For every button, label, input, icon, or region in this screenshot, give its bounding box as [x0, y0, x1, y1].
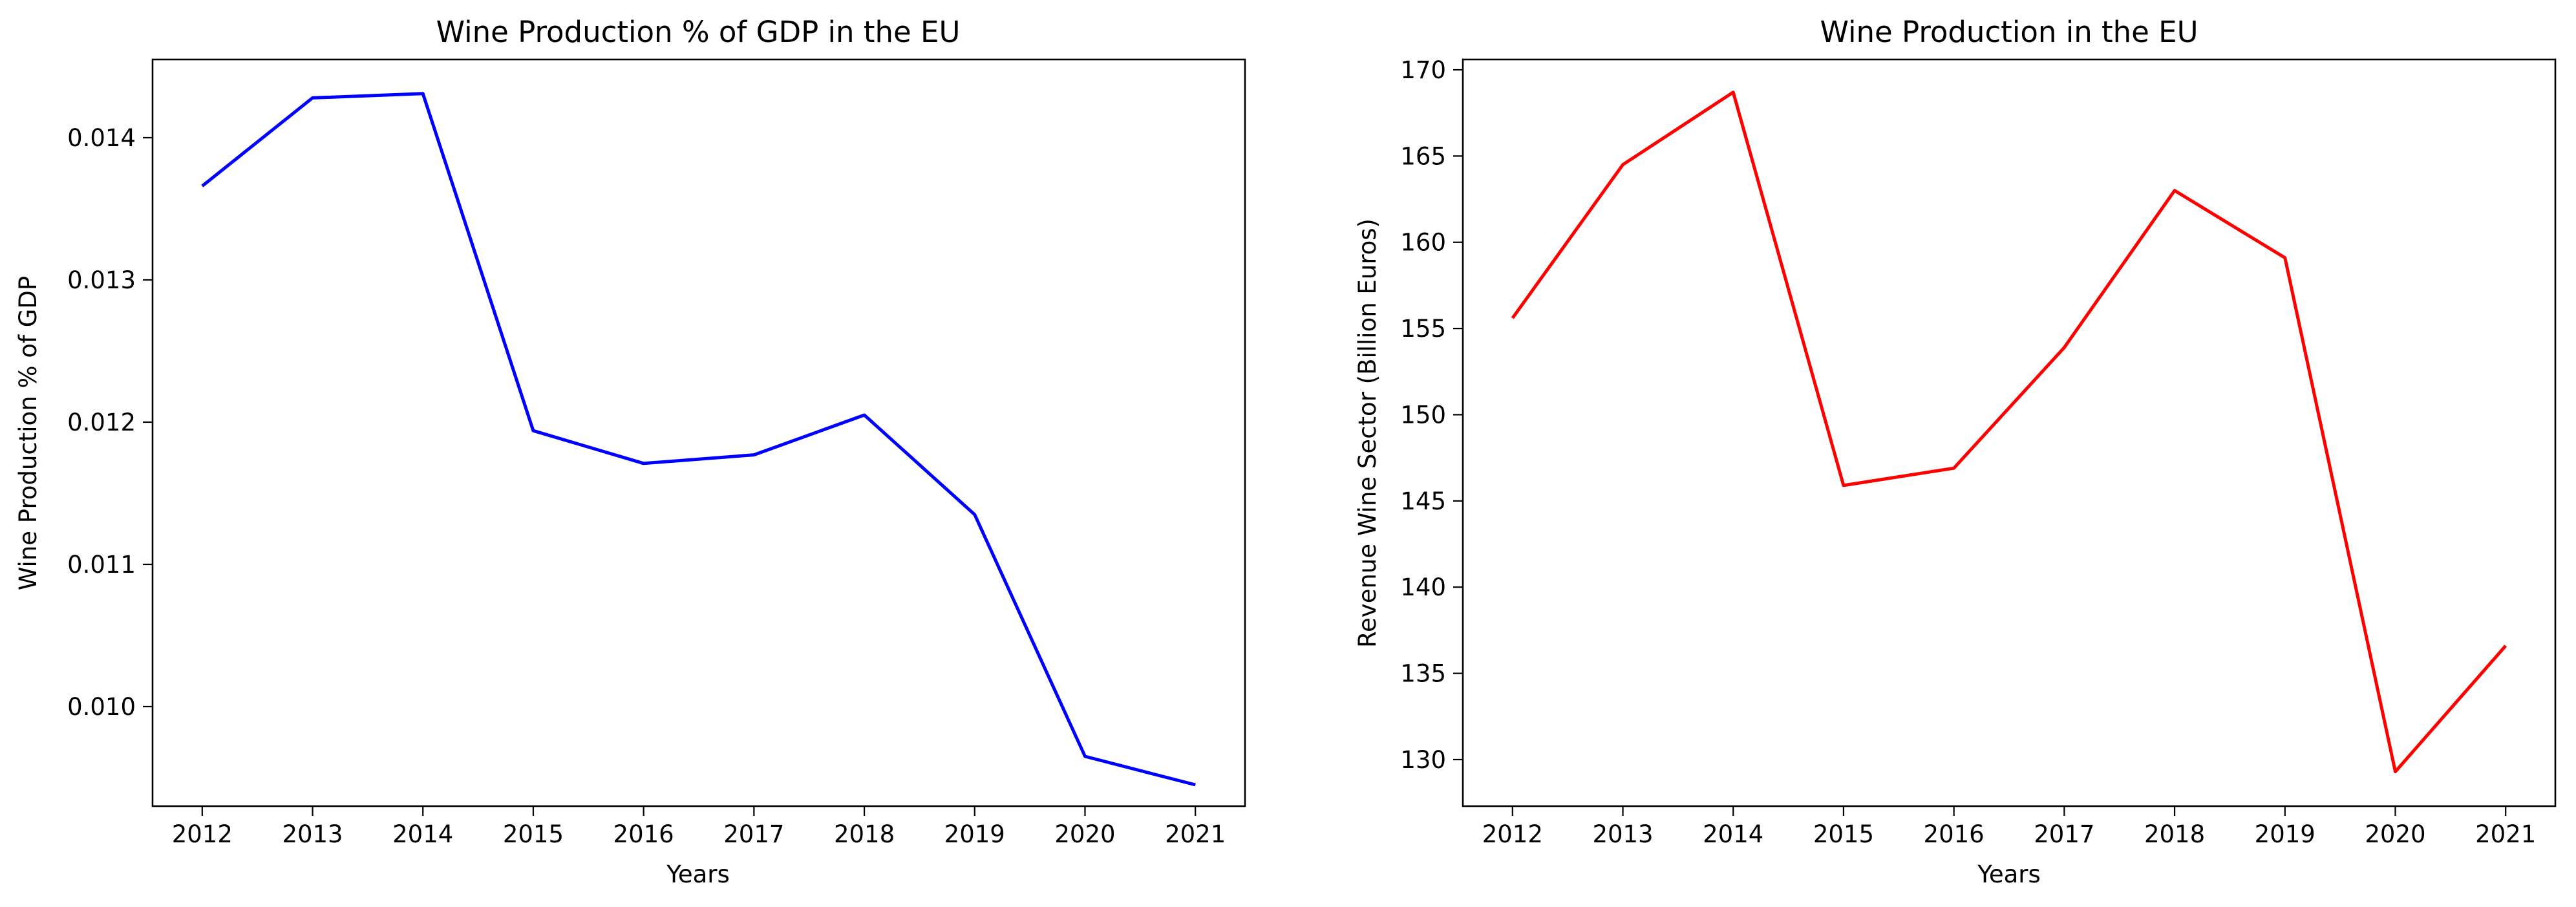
- x-tick-label: 2018: [834, 820, 895, 848]
- y-axis: 130 135 140 145 150 155 160 165 170: [1400, 56, 1463, 774]
- y-tick-label: 150: [1400, 401, 1446, 429]
- x-tick-label: 2019: [944, 820, 1005, 848]
- x-tick-label: 2017: [723, 820, 784, 848]
- y-tick-label: 155: [1400, 315, 1446, 343]
- y-tick-label: 0.010: [67, 693, 136, 721]
- x-tick-label: 2015: [1813, 820, 1874, 848]
- y-axis-title: Wine Production % of GDP: [14, 276, 42, 590]
- y-tick-label: 160: [1400, 229, 1446, 257]
- x-tick-label: 2020: [1054, 820, 1115, 848]
- x-axis-title: Years: [1977, 860, 2041, 888]
- x-tick-label: 2021: [2475, 820, 2536, 848]
- x-tick-label: 2018: [2144, 820, 2205, 848]
- x-tick-label: 2020: [2365, 820, 2425, 848]
- x-tick-label: 2012: [172, 820, 233, 848]
- x-tick-label: 2017: [2034, 820, 2094, 848]
- y-tick-label: 0.011: [67, 551, 136, 579]
- y-tick-label: 145: [1400, 487, 1446, 515]
- x-tick-label: 2013: [1592, 820, 1653, 848]
- x-tick-label: 2013: [282, 820, 343, 848]
- series-line: [1511, 91, 2507, 774]
- x-tick-label: 2015: [503, 820, 564, 848]
- x-tick-label: 2016: [613, 820, 674, 848]
- x-tick-label: 2014: [392, 820, 453, 848]
- y-tick-label: 130: [1400, 746, 1446, 774]
- x-tick-label: 2012: [1482, 820, 1543, 848]
- x-axis-title: Years: [666, 860, 730, 888]
- x-tick-label: 2014: [1703, 820, 1763, 848]
- y-tick-label: 140: [1400, 573, 1446, 601]
- x-axis: 2012 2013 2014 2015 2016 2017 2018 2019 2020 2021: [172, 806, 1226, 848]
- x-tick-label: 2021: [1165, 820, 1226, 848]
- y-tick-label: 135: [1400, 660, 1446, 688]
- series-line: [201, 92, 1196, 787]
- chart-title: Wine Production in the EU: [1820, 15, 2198, 49]
- y-tick-label: 165: [1400, 142, 1446, 170]
- y-axis: 0.010 0.011 0.012 0.013 0.014: [67, 124, 153, 721]
- y-tick-label: 0.014: [67, 124, 136, 152]
- y-tick-label: 0.013: [67, 266, 136, 294]
- x-axis: 2012 2013 2014 2015 2016 2017 2018 2019 2020 2021: [1482, 806, 2536, 848]
- plot-frame: [1462, 58, 2557, 807]
- y-tick-label: 170: [1400, 56, 1446, 84]
- y-axis-title: Revenue Wine Sector (Billion Euros): [1354, 219, 1381, 648]
- chart-panel-gdp-share: Wine Production % of GDP in the EU 2012 2…: [14, 15, 1246, 888]
- x-tick-label: 2019: [2255, 820, 2315, 848]
- x-tick-label: 2016: [1924, 820, 1985, 848]
- plot-frame: [151, 58, 1246, 807]
- chart-title: Wine Production % of GDP in the EU: [436, 15, 961, 49]
- chart-panel-revenue: Wine Production in the EU 2012 2013 2014 20…: [1354, 15, 2557, 888]
- y-tick-label: 0.012: [67, 409, 136, 436]
